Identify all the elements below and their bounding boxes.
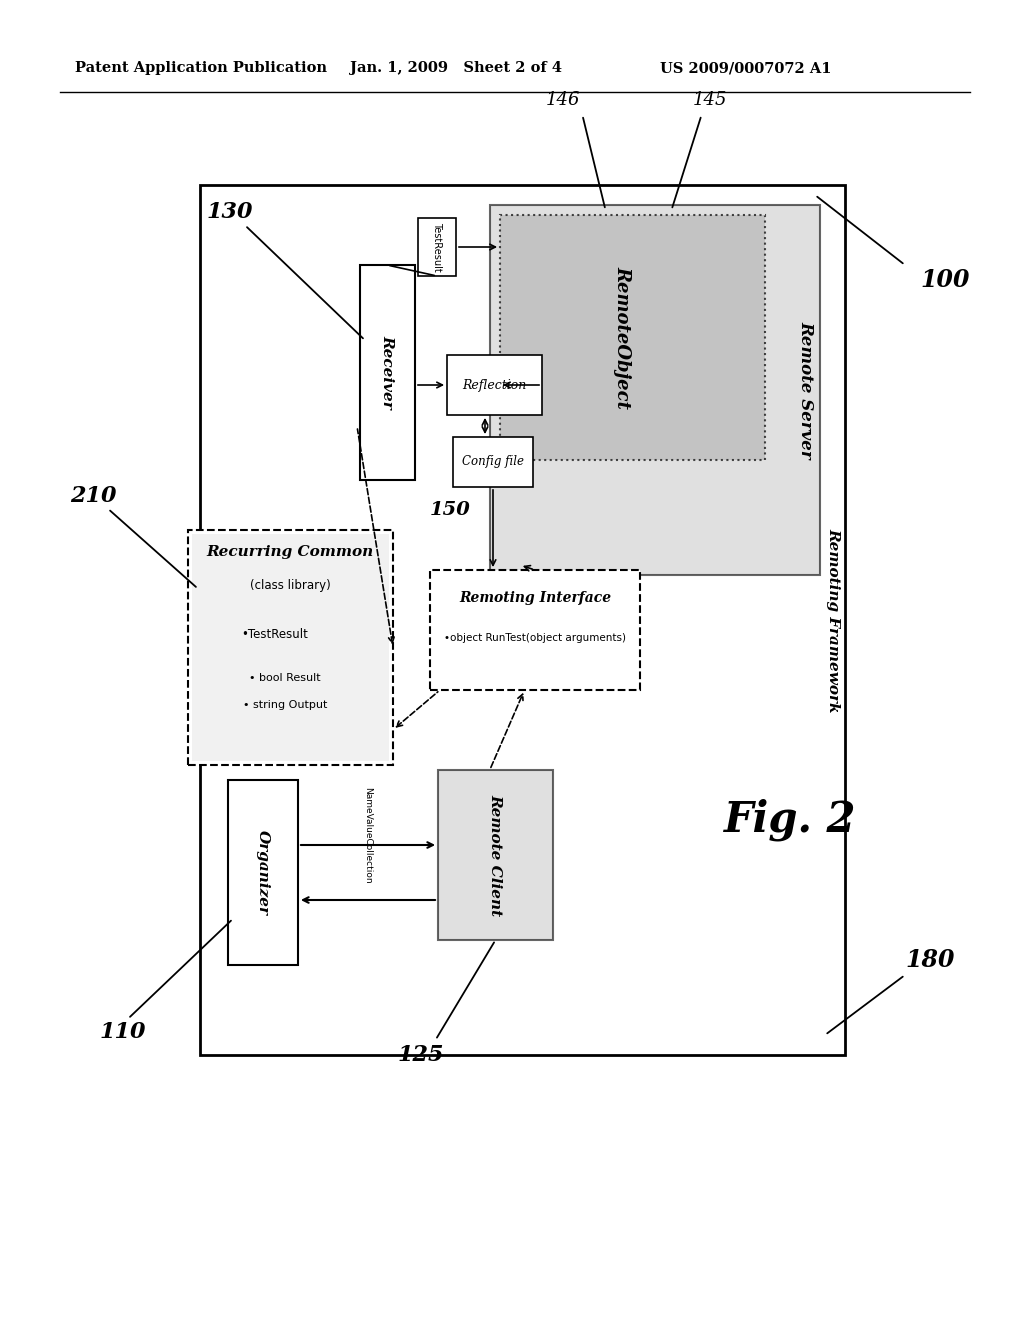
Bar [188, 531, 393, 766]
Text: •object RunTest(object arguments): •object RunTest(object arguments) [444, 634, 626, 643]
Text: Remote Client: Remote Client [488, 793, 502, 916]
Bar [430, 570, 640, 690]
Bar [360, 265, 415, 480]
Bar [500, 215, 765, 459]
Text: US 2009/0007072 A1: US 2009/0007072 A1 [660, 61, 831, 75]
Bar [193, 535, 389, 762]
Text: Patent Application Publication: Patent Application Publication [75, 61, 327, 75]
Text: 210: 210 [70, 484, 117, 507]
Text: Config file: Config file [462, 455, 524, 469]
Text: Jan. 1, 2009   Sheet 2 of 4: Jan. 1, 2009 Sheet 2 of 4 [350, 61, 562, 75]
Text: 125: 125 [397, 1044, 443, 1067]
Bar [438, 770, 553, 940]
Text: •TestResult: •TestResult [242, 628, 308, 642]
Text: RemoteObject: RemoteObject [613, 265, 631, 408]
Text: (class library): (class library) [250, 578, 331, 591]
Text: Recurring Common: Recurring Common [207, 545, 374, 558]
Text: Reflection: Reflection [462, 379, 526, 392]
Text: Fig. 2: Fig. 2 [724, 799, 856, 841]
Bar [490, 205, 820, 576]
Text: 150: 150 [430, 502, 471, 519]
Text: 146: 146 [546, 91, 580, 110]
Text: Remoting Interface: Remoting Interface [459, 591, 611, 605]
Text: TestResult: TestResult [432, 222, 442, 272]
Text: • bool Result: • bool Result [249, 673, 321, 682]
Text: 180: 180 [905, 948, 954, 972]
Text: Receiver: Receiver [380, 335, 394, 409]
Text: 110: 110 [99, 1020, 146, 1043]
Bar [418, 218, 456, 276]
Bar [447, 355, 542, 414]
Text: 145: 145 [692, 91, 727, 110]
Text: Remoting Framework: Remoting Framework [826, 528, 840, 713]
Bar [228, 780, 298, 965]
Bar [200, 185, 845, 1055]
Bar [453, 437, 534, 487]
Text: 100: 100 [920, 268, 970, 292]
Text: 130: 130 [207, 201, 253, 223]
Text: Remote Server: Remote Server [798, 321, 814, 459]
Text: • string Output: • string Output [243, 700, 328, 710]
Text: Organizer: Organizer [256, 829, 270, 915]
Text: NameValueCollection: NameValueCollection [364, 787, 373, 883]
